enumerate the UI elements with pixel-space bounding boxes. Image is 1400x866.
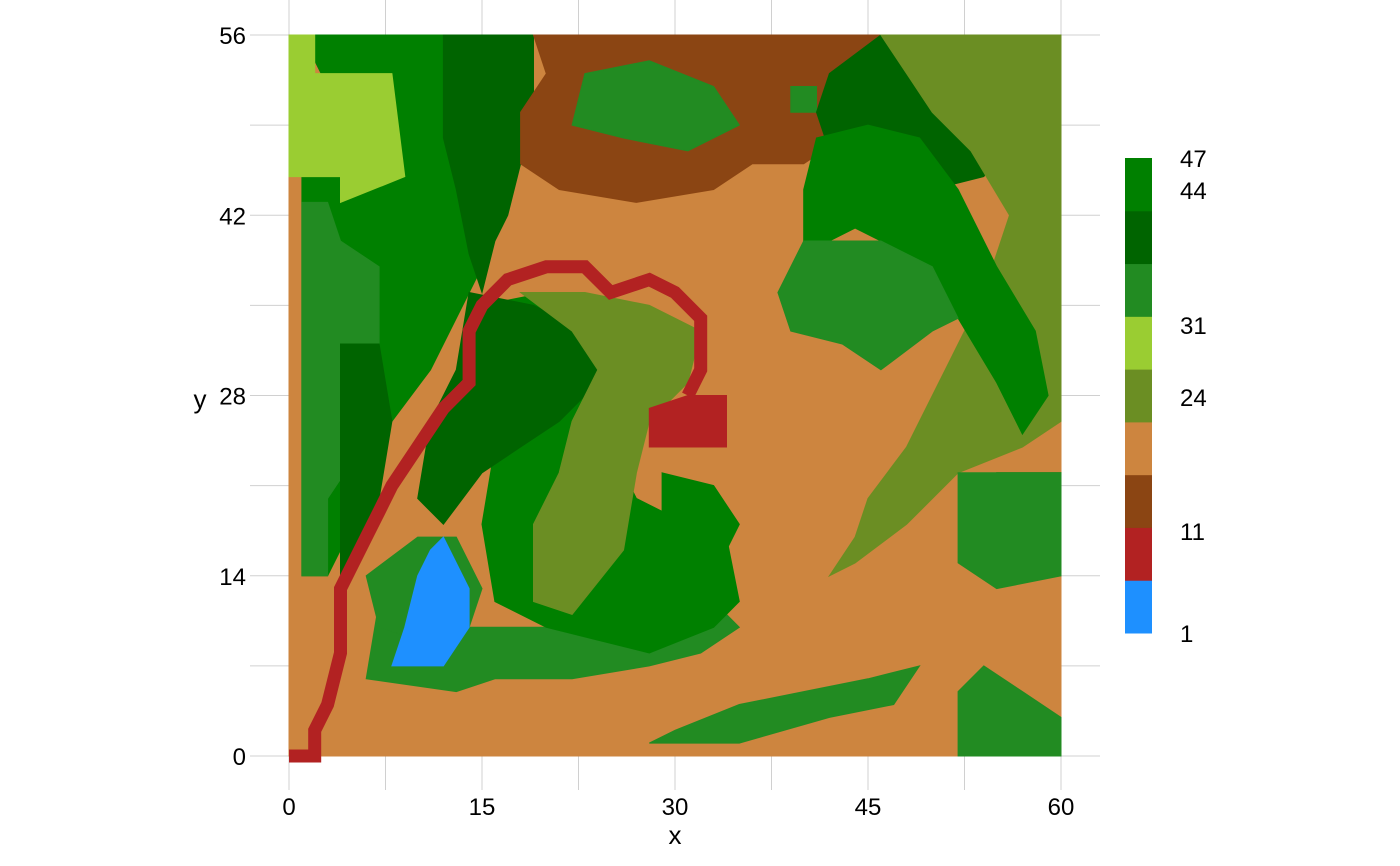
colorbar-band [1125,263,1152,317]
colorbar-tick-label: 47 [1180,146,1207,173]
y-tick-label: 56 [219,23,246,50]
region-grove-north-small [790,86,817,113]
y-tick-label: 42 [219,203,246,230]
x-tick-label: 30 [662,794,689,821]
colorbar-band [1125,527,1152,581]
x-tick-label: 0 [282,794,295,821]
colorbar-tick-label: 24 [1180,385,1207,412]
y-axis-label: y [194,384,207,414]
region-lake [391,536,470,667]
region-forest-central-south [661,472,740,551]
colorbar-band [1125,316,1152,370]
region-olive-fields-east [827,34,1062,578]
x-axis-label: x [669,820,682,850]
raster-regions [288,34,1062,763]
colorbar-band [1125,158,1152,212]
colorbar-band [1125,210,1152,265]
region-red-track-south [289,260,708,763]
region-grove-north [571,60,741,152]
colorbar-band [1125,580,1152,634]
region-woodland-south-strip [649,665,921,744]
colorbar-tick-label: 44 [1180,178,1207,205]
region-dense-forest-north [442,34,534,295]
region-woodland-southeast [957,472,1062,590]
x-tick-label: 45 [855,794,882,821]
colorbar-tick-label: 31 [1180,313,1207,340]
y-axis: 0 14 28 42 56 [219,23,246,771]
x-axis: 0 15 30 45 60 [282,794,1074,821]
colorbar-tick-label: 1 [1180,621,1193,648]
x-tick-label: 15 [469,794,496,821]
colorbar-tick-label: 11 [1180,519,1205,546]
region-red-patch [648,395,727,448]
x-tick-label: 60 [1048,794,1075,821]
colorbar-band [1125,421,1152,476]
region-woodland-southeast-corner [957,665,1062,757]
region-woodland-east [777,240,959,371]
region-meadow-northwest [288,34,406,204]
y-tick-label: 28 [219,384,246,411]
region-olive-fields-central [519,292,702,615]
colorbar-band [1125,474,1152,528]
y-tick-label: 14 [219,564,246,591]
y-tick-label: 0 [233,744,246,771]
colorbar-band [1125,369,1152,423]
